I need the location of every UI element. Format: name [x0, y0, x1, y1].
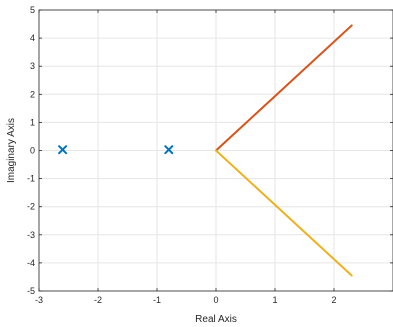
pole-marker — [58, 145, 68, 155]
pole-marker — [164, 145, 174, 155]
y-tick-label: 3 — [30, 61, 35, 71]
y-tick-label: 0 — [30, 146, 35, 156]
locus-branch-line — [215, 24, 353, 152]
y-tick-label: 4 — [30, 33, 35, 43]
x-tick-label: 1 — [272, 295, 277, 305]
grid — [38, 9, 393, 292]
y-tick-label: -2 — [27, 202, 35, 212]
x-axis-label: Real Axis — [195, 314, 237, 325]
series-group — [58, 24, 353, 277]
y-axis-label: Imaginary Axis — [6, 118, 17, 183]
x-tick-label: -1 — [153, 295, 161, 305]
x-tick-label: -3 — [35, 295, 43, 305]
y-tick-label: -4 — [27, 258, 35, 268]
ticks: -3 -2 -1 0 1 2 -5 -4 -3 -2 -1 0 1 2 3 4 5 — [27, 5, 393, 305]
y-tick-label: -1 — [27, 174, 35, 184]
y-tick-label: 5 — [30, 5, 35, 15]
x-tick-label: 2 — [331, 295, 336, 305]
x-tick-label: -2 — [94, 295, 102, 305]
y-tick-label: 1 — [30, 117, 35, 127]
y-tick-label: -5 — [27, 286, 35, 296]
y-tick-label: -3 — [27, 230, 35, 240]
x-tick-label: 0 — [213, 295, 218, 305]
y-tick-label: 2 — [30, 89, 35, 99]
locus-branch-line — [215, 149, 353, 277]
